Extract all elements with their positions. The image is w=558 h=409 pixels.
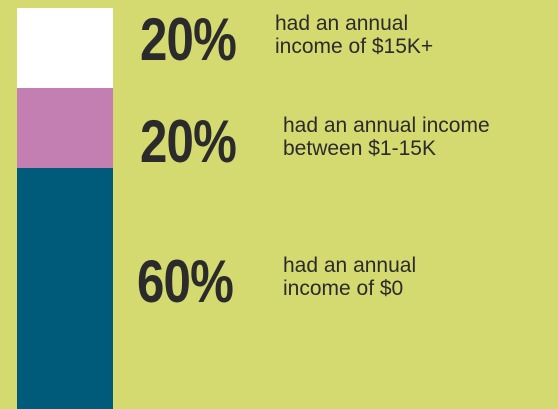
bar-segment <box>17 8 113 89</box>
segment-description: had an annual income of $15K+ <box>275 12 434 58</box>
value-label: 20% <box>140 6 237 73</box>
value-label: 20% <box>140 108 237 175</box>
bar-segment <box>17 168 113 409</box>
segment-description: had an annual income between $1-15K <box>283 114 490 160</box>
segment-description: had an annual income of $0 <box>283 254 417 300</box>
value-label: 60% <box>137 248 234 315</box>
bar-segment <box>17 88 113 169</box>
